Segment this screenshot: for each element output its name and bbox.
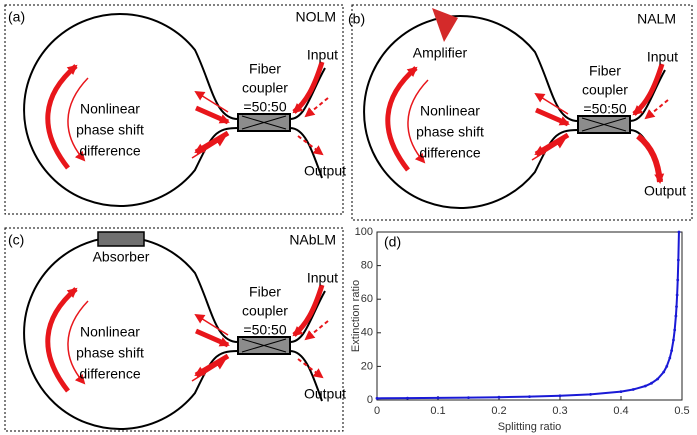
data-point	[559, 394, 562, 397]
loop-text: phase shift	[76, 345, 144, 361]
coupler-text: =50:50	[243, 322, 286, 338]
amplifier	[432, 8, 458, 42]
panel-name: NOLM	[296, 9, 336, 25]
x-tick-label: 0	[374, 405, 380, 417]
y-tick-label: 0	[367, 394, 373, 406]
data-point	[589, 393, 592, 396]
plot-frame	[377, 232, 682, 400]
arrow	[196, 331, 228, 345]
coupler-text: Fiber	[249, 61, 281, 77]
data-point	[676, 294, 679, 297]
data-point	[678, 231, 681, 234]
data-point	[632, 388, 635, 391]
panel-frame	[352, 5, 692, 220]
coupler-text: =50:50	[243, 99, 286, 115]
panel: (b) NALM Nonlinear phase shift difference Fib…	[348, 8, 686, 208]
output-label: Output	[644, 183, 686, 199]
data-point	[376, 397, 379, 400]
data-point	[437, 397, 440, 400]
panel-name: NALM	[637, 11, 676, 27]
coupler-text: Fiber	[249, 284, 281, 300]
output-label: Output	[304, 163, 346, 179]
arrow	[196, 356, 228, 375]
arrow	[532, 140, 564, 160]
coupler-text: coupler	[242, 303, 288, 319]
arrow	[48, 289, 76, 391]
panel-name: NAbLM	[289, 232, 336, 248]
y-tick-label: 20	[361, 360, 373, 372]
data-point	[406, 397, 409, 400]
data-point	[675, 315, 678, 318]
data-point	[668, 357, 671, 360]
figure: (a) NOLM Nonlinear phase shift difference Fib…	[0, 0, 697, 435]
panel-label: (b)	[348, 11, 365, 27]
coupler-text: Fiber	[589, 63, 621, 79]
arrow	[298, 136, 322, 154]
arrow	[196, 133, 228, 152]
loop-text: phase shift	[76, 122, 144, 138]
data-point	[670, 349, 673, 352]
component-label: Amplifier	[413, 45, 468, 61]
input-label: Input	[307, 270, 338, 286]
arrow	[196, 108, 228, 122]
loop-text: difference	[79, 366, 140, 382]
loop-text: difference	[79, 143, 140, 159]
data-point	[665, 365, 668, 368]
coupler-text: coupler	[242, 80, 288, 96]
data-point	[677, 259, 680, 262]
data-point	[498, 396, 501, 399]
x-tick-label: 0.5	[674, 405, 689, 417]
data-point	[656, 378, 659, 381]
panel-frame	[5, 5, 343, 214]
y-tick-label: 80	[361, 260, 373, 272]
data-point	[644, 385, 647, 388]
loop-text: Nonlinear	[80, 101, 140, 117]
x-tick-label: 0.1	[430, 405, 445, 417]
panel: (c) NAbLM Nonlinear phase shift difference Fi…	[8, 232, 346, 429]
data-point	[676, 279, 679, 282]
loop-text: Nonlinear	[420, 103, 480, 119]
coupler-text: coupler	[582, 82, 628, 98]
panel: (a) NOLM Nonlinear phase shift difference Fib…	[8, 9, 346, 206]
absorber	[98, 232, 144, 246]
arrow	[388, 68, 416, 170]
output-label: Output	[304, 386, 346, 402]
data-point	[672, 339, 675, 342]
arrow	[298, 359, 322, 377]
arrow	[192, 138, 224, 158]
data-point	[662, 371, 665, 374]
panel-frame	[5, 228, 343, 431]
coupler-text: =50:50	[583, 101, 626, 117]
y-tick-label: 40	[361, 327, 373, 339]
x-tick-label: 0.2	[491, 405, 506, 417]
arrow	[536, 135, 568, 154]
arrow	[192, 361, 224, 381]
x-tick-label: 0.4	[613, 405, 628, 417]
panel-label: (c)	[8, 232, 24, 248]
data-point	[675, 305, 678, 308]
loop-text: difference	[419, 145, 480, 161]
input-label: Input	[647, 49, 678, 65]
y-axis-label: Extinction ratio	[350, 280, 362, 352]
component-label: Absorber	[93, 249, 150, 265]
arrow	[638, 136, 660, 182]
loop-text: Nonlinear	[80, 324, 140, 340]
arrow	[48, 66, 76, 168]
loop-text: phase shift	[416, 124, 484, 140]
y-tick-label: 60	[361, 293, 373, 305]
input-label: Input	[307, 47, 338, 63]
data-point	[673, 329, 676, 332]
x-tick-label: 0.3	[552, 405, 567, 417]
chart: 0 0.1 0.2 0.3 0.4 0.5 0 20 40 60 80 100 Splitting ra…	[350, 226, 690, 433]
arrow	[536, 110, 568, 124]
y-tick-label: 100	[355, 226, 373, 238]
panel-label: (d)	[384, 234, 401, 250]
data-point	[528, 395, 531, 398]
data-point	[620, 390, 623, 393]
x-axis-label: Splitting ratio	[498, 421, 562, 433]
panel-label: (a)	[8, 9, 25, 25]
data-point	[467, 396, 470, 399]
data-point	[650, 382, 653, 385]
